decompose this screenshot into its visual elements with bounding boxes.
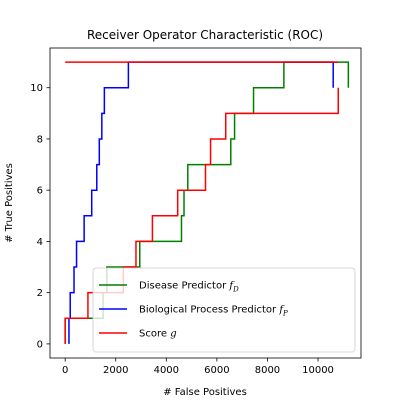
chart-title: Receiver Operator Characteristic (ROC) [87,28,323,42]
y-axis-label: # True Positives [4,163,15,243]
x-axis-label: # False Positives [163,387,247,398]
x-tick-label: 4000 [154,365,179,376]
y-tick-label: 4 [37,237,43,248]
legend-label: Biological Process Predictor fP [139,305,288,318]
legend-label: Score g [139,329,177,340]
x-axis: 0 2000 4000 6000 8000 10000 [62,358,334,376]
x-tick-label: 6000 [204,365,229,376]
y-tick-label: 6 [37,186,43,197]
x-tick-label: 2000 [103,365,128,376]
y-axis: 0 2 4 6 8 10 [30,83,50,350]
x-tick-label: 10000 [302,365,334,376]
y-tick-label: 0 [37,339,43,350]
y-tick-label: 8 [37,134,43,145]
legend: Disease Predictor fD Biological Process P… [92,267,356,353]
series-line-1 [68,61,334,344]
x-tick-label: 8000 [255,365,280,376]
legend-label: Disease Predictor fD [139,281,239,294]
y-tick-label: 10 [30,83,43,94]
y-tick-label: 2 [37,288,43,299]
plot-frame [49,47,362,359]
x-tick-label: 0 [62,365,68,376]
legend-box [92,267,356,353]
